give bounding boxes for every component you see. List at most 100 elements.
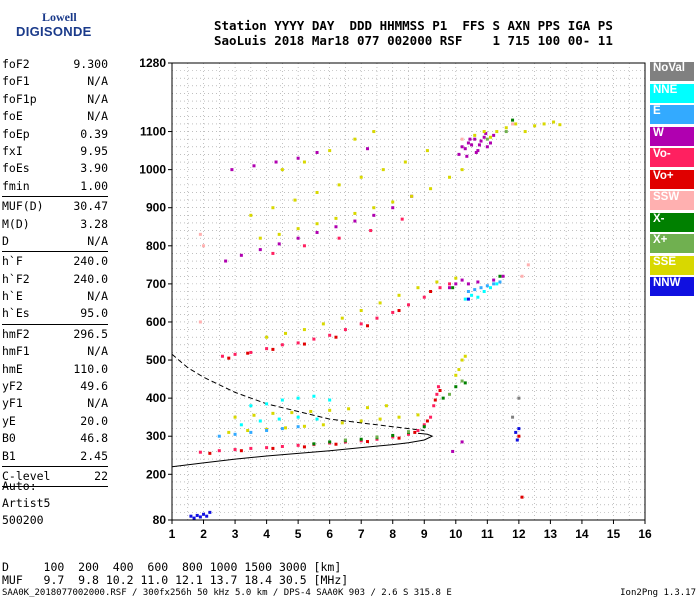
point-ssw (460, 137, 464, 141)
point-x- (359, 437, 363, 441)
point-vo- (271, 347, 275, 351)
point-sse (227, 430, 231, 434)
point-vo- (233, 352, 237, 356)
param-value: N/A (87, 74, 108, 89)
x-tick-label: 12 (512, 527, 526, 541)
point-nnw (192, 516, 196, 520)
param-key: B1 (2, 448, 16, 463)
point-sse (495, 130, 499, 134)
param-key: h`F (2, 254, 23, 269)
param-value: 0.39 (80, 126, 108, 141)
param-row: foF1 N/A (2, 73, 108, 90)
param-key: foE (2, 109, 23, 124)
parameters-panel: foF2 9.300 foF1 N/A foF1p N/A foE N/A foEp 0.39 fx… (2, 56, 108, 488)
y-tick-label: 200 (146, 467, 166, 481)
param-row: h`F2 240.0 (2, 271, 108, 288)
point-sse (410, 194, 414, 198)
y-tick-label: 900 (146, 201, 166, 215)
param-value: 46.8 (80, 431, 108, 446)
point-nnw (198, 515, 202, 519)
point-nne (315, 417, 319, 421)
point-w (230, 168, 234, 172)
x-tick-label: 14 (575, 527, 589, 541)
param-value: N/A (87, 233, 108, 248)
point-e (466, 290, 470, 293)
point-w (479, 139, 483, 143)
point-noval (517, 396, 521, 400)
point-nne (328, 398, 332, 402)
point-vo- (337, 236, 341, 240)
point-sse (337, 183, 341, 187)
point-vo- (271, 251, 275, 255)
point-nne (488, 286, 492, 290)
point-x- (422, 425, 426, 429)
point-nne (249, 404, 253, 408)
point-vo- (249, 350, 253, 354)
point-sse (359, 175, 363, 179)
point-vo- (302, 244, 306, 248)
point-w (447, 286, 451, 290)
solid-profile-curve (171, 432, 434, 468)
point-sse (271, 411, 275, 415)
point-noval (511, 415, 515, 419)
point-sse (334, 216, 338, 220)
point-w (451, 449, 455, 453)
point-sse (296, 227, 300, 231)
x-tick-label: 5 (295, 527, 302, 541)
point-vo- (334, 442, 338, 446)
point-e (492, 282, 496, 286)
param-row: yF2 49.6 (2, 378, 108, 395)
point-vo- (407, 432, 410, 436)
point-sse (321, 423, 325, 427)
point-sse (359, 419, 363, 423)
x-tick-label: 13 (544, 527, 558, 541)
point-e (485, 284, 489, 288)
point-w (315, 150, 319, 154)
param-value: N/A (87, 91, 108, 106)
point-vo- (391, 310, 395, 314)
point-w (488, 141, 492, 145)
y-tick-label: 1280 (139, 56, 166, 70)
auto-line3: 500200 (2, 513, 44, 527)
point-vo- (328, 333, 332, 337)
point-sse (372, 130, 376, 134)
point-nne (495, 282, 499, 286)
legend-item-e: E (650, 105, 694, 124)
param-key: MUF(D) (2, 199, 44, 214)
point-vo- (227, 356, 231, 360)
x-tick-label: 9 (421, 527, 428, 541)
point-vo- (217, 449, 221, 453)
param-key: M(D) (2, 216, 30, 231)
y-tick-label: 600 (146, 315, 166, 329)
point-sse (366, 406, 370, 410)
param-row: fmin 1.00 (2, 178, 108, 195)
point-vo- (265, 347, 269, 351)
point-sse (359, 309, 363, 313)
point-x- (407, 430, 410, 434)
point-vo- (422, 423, 426, 427)
x-tick-label: 16 (638, 527, 652, 541)
point-w (492, 133, 496, 137)
param-row: foE N/A (2, 108, 108, 125)
point-nne (296, 415, 300, 419)
param-key: foF1p (2, 91, 37, 106)
param-value: 95.0 (80, 306, 108, 321)
point-x- (447, 392, 451, 396)
point-sse (435, 280, 439, 284)
point-nne (258, 419, 262, 423)
point-ssw (198, 232, 202, 236)
point-x- (343, 438, 347, 442)
y-tick-label: 1000 (139, 163, 166, 177)
legend-item-w: W (650, 126, 694, 146)
param-value: 3.90 (80, 161, 108, 176)
param-row: foEp 0.39 (2, 126, 108, 143)
point-nnw (202, 512, 206, 516)
point-nnw (514, 430, 518, 434)
logo-line1: Lowell (42, 10, 77, 24)
param-value: 22 (94, 468, 108, 483)
legend-item-sse: SSE (650, 255, 694, 275)
point-sse (246, 429, 250, 433)
point-sse (290, 411, 294, 415)
param-key: D (2, 233, 9, 248)
